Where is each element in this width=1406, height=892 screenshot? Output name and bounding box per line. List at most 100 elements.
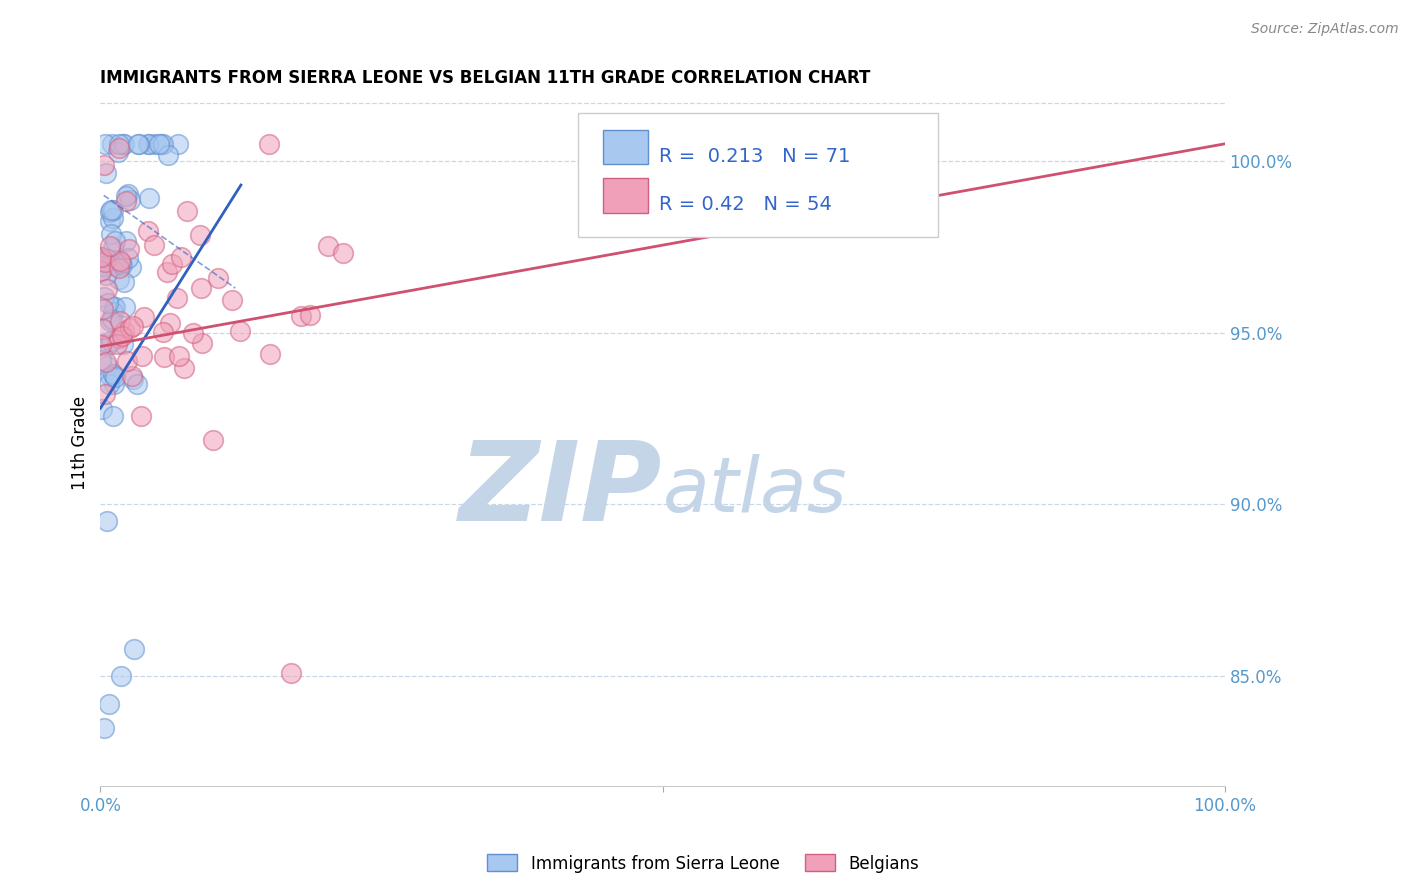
Point <box>90 337 112 351</box>
Point <box>107 136 129 151</box>
Point <box>96 514 118 528</box>
Point <box>90 252 112 267</box>
Point <box>143 238 166 252</box>
Y-axis label: 11th Grade: 11th Grade <box>72 396 89 490</box>
Point <box>166 292 188 306</box>
Point <box>105 336 128 351</box>
Point <box>259 347 281 361</box>
Point <box>90 250 112 264</box>
Point <box>162 257 184 271</box>
Point <box>97 296 120 310</box>
Point <box>100 312 122 326</box>
Point <box>94 268 117 282</box>
Point <box>115 189 138 203</box>
Point <box>91 260 114 274</box>
Point <box>104 370 127 384</box>
Point <box>103 368 125 382</box>
Point <box>91 259 114 273</box>
Point <box>94 355 117 369</box>
Point <box>136 136 159 151</box>
Point <box>101 242 124 256</box>
Point <box>120 320 142 334</box>
Point <box>94 136 117 151</box>
Point <box>114 300 136 314</box>
Point <box>103 301 125 315</box>
Point <box>122 372 145 386</box>
Point <box>100 203 122 218</box>
Point <box>98 377 121 392</box>
Text: Source: ZipAtlas.com: Source: ZipAtlas.com <box>1251 22 1399 37</box>
Point <box>91 302 114 317</box>
Point <box>104 234 127 248</box>
Point <box>167 349 190 363</box>
Point <box>90 402 112 417</box>
Point <box>101 305 124 319</box>
Point <box>93 721 115 735</box>
Point <box>176 204 198 219</box>
Point <box>111 136 134 151</box>
Point <box>117 186 139 201</box>
Bar <box>603 130 648 164</box>
Point <box>98 369 121 384</box>
Point <box>181 326 204 341</box>
Point <box>105 254 128 268</box>
Point <box>98 214 121 228</box>
Point <box>108 271 131 285</box>
Point <box>299 308 322 322</box>
Point <box>332 246 354 260</box>
Point <box>110 314 132 328</box>
Point <box>257 136 280 151</box>
Point <box>150 136 173 151</box>
Point <box>112 275 135 289</box>
Point <box>117 252 139 266</box>
Point <box>121 369 143 384</box>
Point <box>221 293 243 307</box>
Point <box>111 329 134 343</box>
Point <box>229 324 252 338</box>
Legend: Immigrants from Sierra Leone, Belgians: Immigrants from Sierra Leone, Belgians <box>481 847 925 880</box>
Point <box>108 261 131 276</box>
Point <box>103 211 125 226</box>
Point <box>118 242 141 256</box>
Point <box>290 309 312 323</box>
Point <box>90 250 112 264</box>
Point <box>114 136 136 151</box>
Point <box>156 265 179 279</box>
Bar <box>603 178 648 212</box>
Point <box>98 697 121 711</box>
Point <box>101 136 124 151</box>
Point <box>103 376 125 391</box>
Point <box>90 264 112 278</box>
Point <box>169 250 191 264</box>
Point <box>138 192 160 206</box>
Point <box>131 349 153 363</box>
Point <box>202 434 225 448</box>
Text: R = 0.42   N = 54: R = 0.42 N = 54 <box>659 195 832 214</box>
Point <box>110 255 132 269</box>
Point <box>91 336 114 351</box>
Point <box>115 354 138 368</box>
Point <box>316 239 339 253</box>
Point <box>148 136 170 151</box>
Point <box>152 351 174 365</box>
Point <box>188 227 211 242</box>
Point <box>105 259 128 273</box>
Point <box>152 325 174 339</box>
Point <box>127 136 149 151</box>
Point <box>90 353 112 368</box>
Point <box>96 252 118 266</box>
Point <box>91 322 114 336</box>
Point <box>93 158 115 172</box>
Point <box>96 359 118 373</box>
Point <box>118 193 141 207</box>
Point <box>98 239 121 253</box>
Point <box>94 387 117 401</box>
Point <box>93 291 115 305</box>
Point <box>96 282 118 296</box>
Text: atlas: atlas <box>662 454 846 528</box>
Point <box>280 665 302 680</box>
Point <box>97 338 120 352</box>
Point <box>94 255 117 269</box>
Point <box>138 136 160 151</box>
Point <box>112 336 135 351</box>
